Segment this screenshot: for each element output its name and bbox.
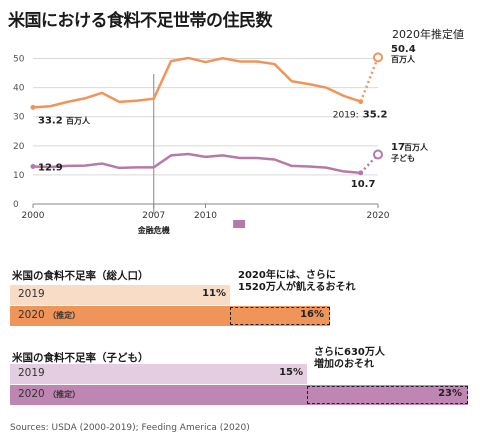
annotation-line-1: 2020年には、さらに (238, 270, 336, 281)
y-tick-label: 20 (13, 142, 25, 152)
bar-chart-total-title: 米国の食料不足率（総人口） (12, 270, 149, 282)
source-note: Sources: USDA (2000-2019); Feeding Ameri… (10, 423, 250, 433)
bar-chart-total-annotation: 2020年には、さらに 1520万人が飢えるおそれ (238, 270, 356, 294)
end-total-prefix: 2019: (333, 111, 359, 121)
y-tick-label: 0 (13, 200, 19, 210)
projection-title: 2020年推定値 (392, 27, 464, 41)
projection-point (373, 52, 383, 63)
series-line-1 (32, 152, 361, 175)
bar-value: 11% (202, 288, 226, 299)
x-tick-label: 2020 (367, 211, 390, 221)
y-tick-label: 10 (13, 171, 25, 181)
start-child-label: 12.9 (38, 162, 63, 173)
start-total-label: 33.2 (38, 115, 63, 126)
annotation-line-2: 増加のおそれ (314, 359, 374, 370)
bar-label: 2019 (18, 288, 45, 300)
bar-children-2019 (10, 364, 307, 384)
bar-chart-children-annotation: さらに630万人 増加のおそれ (314, 347, 385, 371)
bar-label: 2020 （推定） (18, 388, 81, 400)
end-child-label: 10.7 (351, 179, 376, 190)
projection-total-label: 50.4 (391, 44, 416, 55)
projection-point (373, 149, 383, 160)
y-tick-label: 30 (13, 113, 25, 123)
start-point (30, 163, 36, 169)
increase-dashed-box (230, 307, 330, 325)
increase-dashed-box (307, 386, 468, 404)
projection-total-unit: 百万人 (391, 54, 416, 64)
bar-chart-children-title: 米国の食料不足率（子ども） (12, 352, 149, 364)
bar-total-2020 (10, 306, 330, 326)
bar-label: 2019 (18, 367, 45, 379)
y-tick-label: 50 (13, 55, 25, 65)
projection-child-label: 17 (391, 142, 405, 153)
x-tick-label: 2010 (194, 211, 217, 221)
start-total-unit: 百万人 (66, 115, 91, 125)
bar-label: 2020 （推定） (18, 309, 81, 321)
projection-line-0 (359, 56, 380, 103)
start-point (30, 104, 36, 110)
bar-row-children-2020: 2020 （推定） 23% (10, 385, 468, 405)
bar-row-total-2020: 2020 （推定） 16% (10, 306, 330, 326)
bar-children-2020 (10, 385, 468, 405)
crisis-label: 金融危機 (137, 225, 170, 235)
chart-title: 米国における食料不足世帯の住民数 (8, 11, 273, 31)
y-tick-label: 40 (13, 84, 25, 94)
annotation-line-2: 1520万人が飢えるおそれ (238, 282, 356, 293)
x-tick-label: 2007 (142, 211, 165, 221)
bar-value: 15% (279, 367, 303, 378)
x-tick-label: 2000 (22, 211, 45, 221)
legend-swatch (233, 220, 246, 228)
end-total-label: 35.2 (363, 110, 388, 121)
bar-value: 23% (438, 388, 462, 399)
bar-total-2019 (10, 285, 230, 305)
bar-row-children-2019: 2019 15% (10, 364, 307, 384)
bar-row-total-2019: 2019 11% (10, 285, 230, 305)
projection-child-unit: 百万人 (404, 142, 429, 152)
bar-value: 16% (300, 309, 324, 320)
series-line-0 (32, 56, 362, 109)
annotation-line-1: さらに630万人 (314, 347, 385, 358)
projection-child-sublabel: 子ども (391, 153, 415, 163)
